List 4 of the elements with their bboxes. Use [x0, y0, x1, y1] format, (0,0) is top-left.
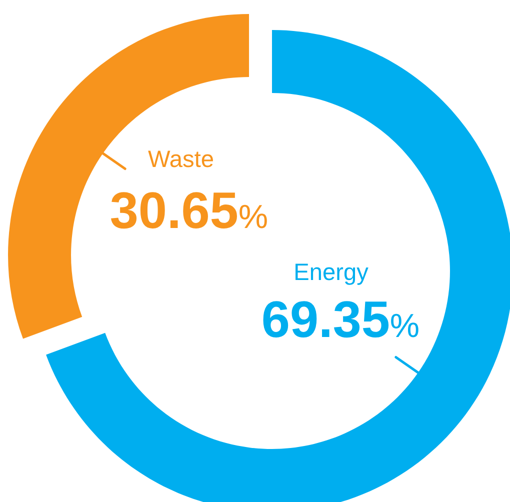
data-label: 30.65%: [110, 192, 267, 229]
data-label: 69.35%: [263, 301, 418, 338]
slice-label: Energy: [296, 264, 368, 285]
slice-label: Waste: [148, 150, 213, 168]
